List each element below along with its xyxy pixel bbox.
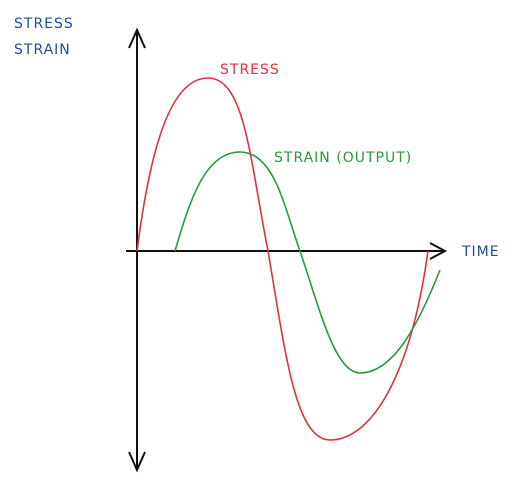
y-axis-label: STRAIN bbox=[14, 42, 71, 58]
strain-curve bbox=[174, 151, 441, 374]
strain-label: STRAIN (OUTPUT) bbox=[274, 150, 412, 166]
y-axis-arrow-bottom bbox=[128, 451, 146, 473]
x-axis-label: TIME bbox=[461, 244, 500, 260]
stress-curve bbox=[136, 77, 429, 441]
x-axis-arrow bbox=[429, 242, 448, 260]
y-axis-label: STRESS bbox=[14, 16, 74, 32]
y-axis-arrow-top bbox=[128, 27, 146, 49]
stress-label: STRESS bbox=[220, 62, 280, 78]
